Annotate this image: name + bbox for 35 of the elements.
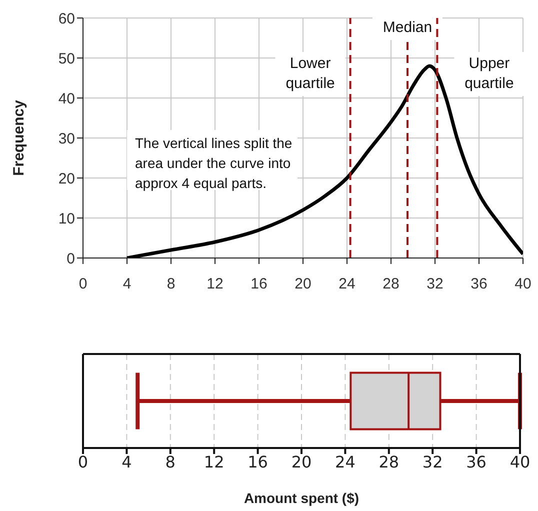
x-tick-label: 24 [338,276,356,293]
x-tick-label: 32 [422,452,443,472]
x-tick-label: 36 [470,276,488,293]
x-tick-label: 40 [510,452,530,472]
x-tick-label: 28 [382,276,400,293]
y-tick-label: 0 [66,250,75,268]
x-tick-label: 0 [78,276,88,293]
y-tick-label: 10 [58,210,75,228]
ref-line-label: Median [382,19,432,36]
y-tick-label: 60 [58,10,75,28]
ref-line-label: Upper quartile [464,55,514,92]
y-tick-label: 30 [58,130,75,148]
x-tick-label: 20 [294,276,312,293]
x-axis-title: Amount spent ($) [244,490,360,506]
x-tick-label: 16 [248,452,268,472]
x-tick-label: 12 [204,452,224,472]
x-tick-label: 28 [378,452,400,472]
x-tick-label: 24 [335,452,356,472]
x-tick-label: 20 [291,452,312,472]
x-tick-label: 40 [514,276,532,293]
x-tick-label: 8 [165,452,176,472]
annotation: The vertical lines split the area under the curve into approx 4 equal parts. [135,135,292,191]
y-tick-label: 40 [58,90,75,108]
x-tick-label: 32 [426,276,444,293]
x-tick-label: 12 [206,276,224,293]
x-tick-label: 4 [122,452,132,472]
x-tick-label: 8 [166,276,176,293]
x-tick-label: 36 [466,452,486,472]
x-tick-label: 0 [78,452,88,472]
ref-line-label: Lower quartile [286,55,335,92]
x-tick-label: 16 [250,276,268,293]
x-tick-label: 4 [122,276,132,293]
y-tick-label: 20 [58,170,75,188]
y-tick-label: 50 [58,50,75,68]
y-axis-title: Frequency [10,99,28,176]
